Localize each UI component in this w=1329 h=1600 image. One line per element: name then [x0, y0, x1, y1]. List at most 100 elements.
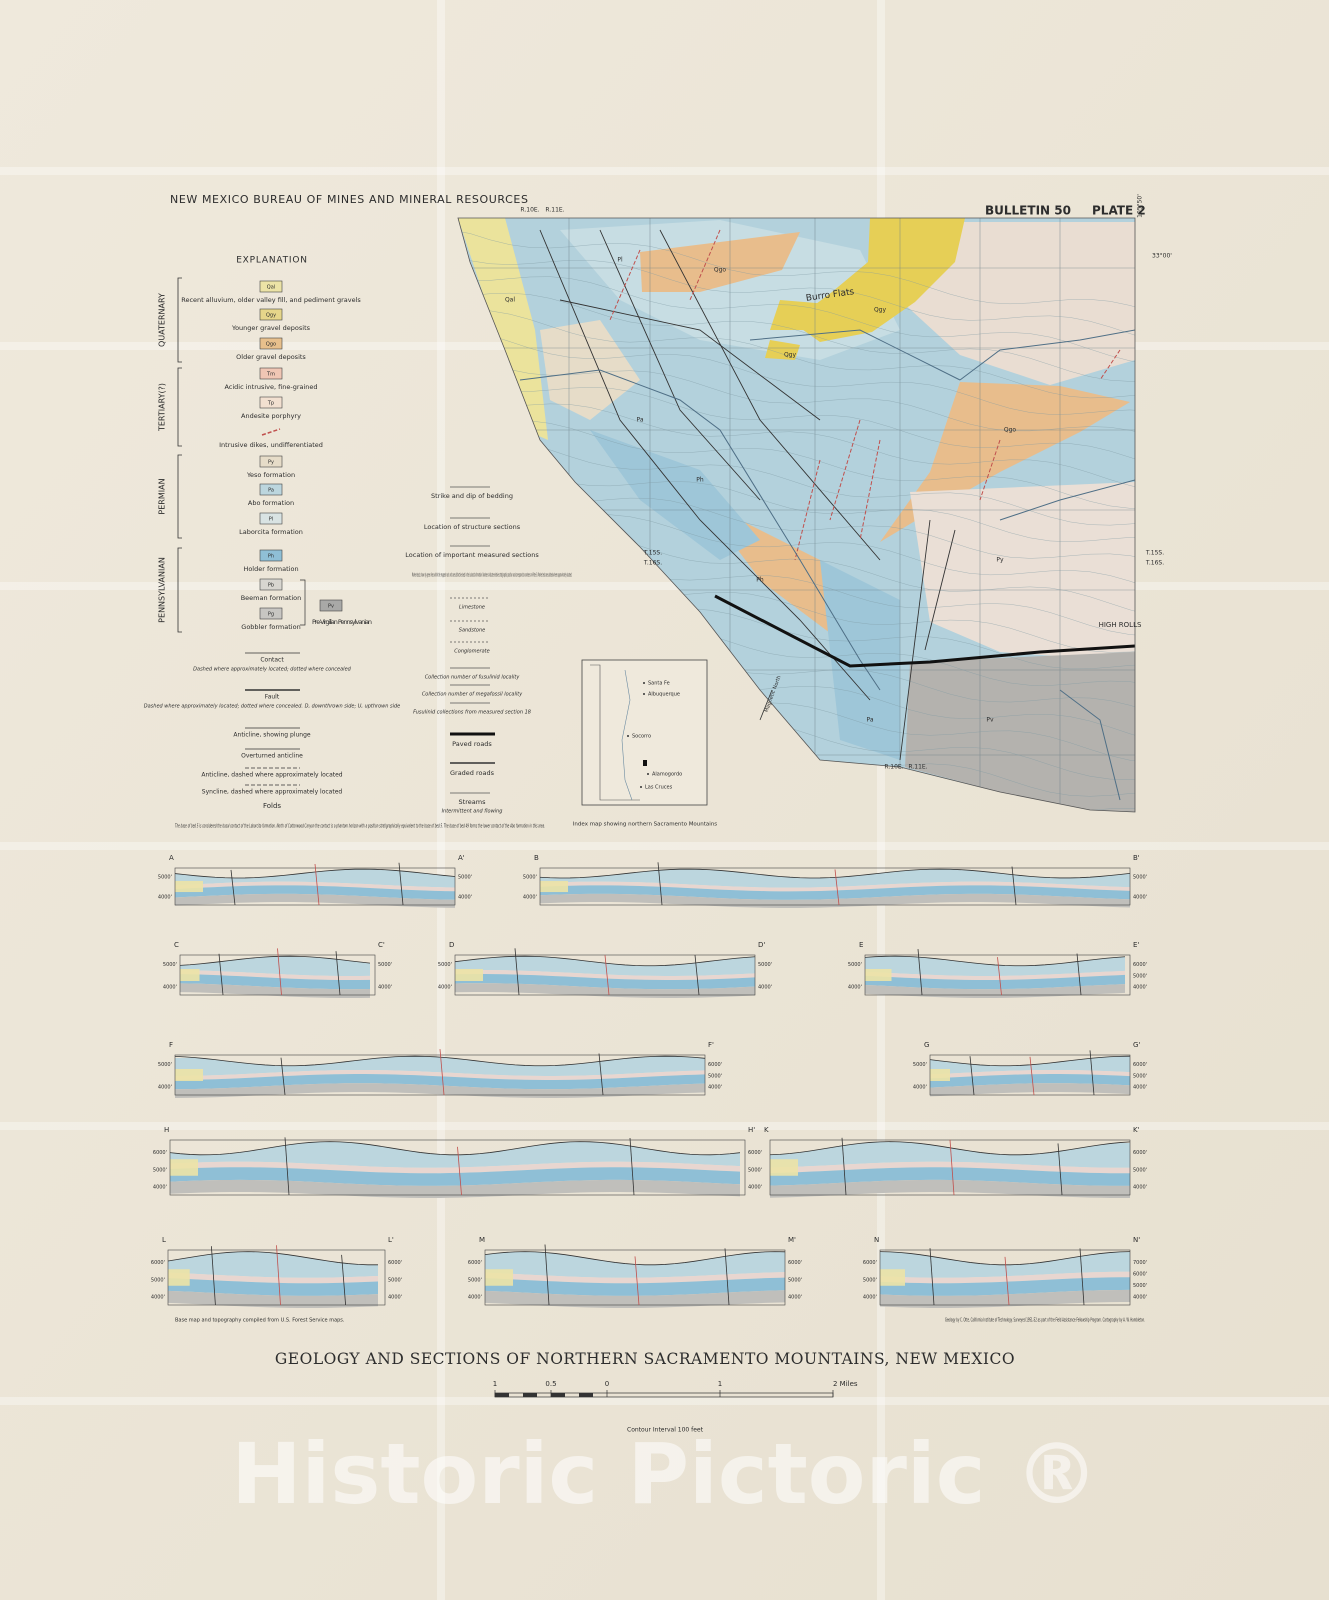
key-label: Conglomerate	[454, 649, 489, 655]
elevation-label: 6000'	[708, 1062, 722, 1068]
section-frame	[169, 1139, 746, 1196]
map-unit-label: Pa	[636, 417, 643, 424]
symbol-label: Anticline, showing plunge	[233, 732, 310, 739]
map-unit-label: Qgy	[874, 307, 887, 314]
unit-code: Pg	[268, 612, 274, 618]
abo-layer	[770, 1141, 1130, 1168]
elevation-label: 5000'	[153, 1167, 167, 1173]
holder-layer	[865, 974, 1125, 990]
holder-layer	[180, 974, 370, 990]
unit-label: Pre-Virgilian Pennsylvanian	[312, 618, 372, 626]
elevation-label: 6000'	[1133, 1272, 1147, 1278]
contour-line	[458, 397, 1135, 491]
publisher: NEW MEXICO BUREAU OF MINES AND MINERAL R…	[170, 193, 529, 206]
section-start: M	[479, 1236, 485, 1244]
elevation-label: 4000'	[758, 985, 772, 991]
elevation-label: 6000'	[1133, 1150, 1147, 1156]
elevation-label: 5000'	[913, 1062, 927, 1068]
symbol-note: Dashed where approximately located; dott…	[144, 704, 401, 710]
unit-swatch	[259, 607, 283, 620]
elevation-label: 6000'	[1133, 1062, 1147, 1068]
place-name: Socorro	[632, 734, 651, 740]
gobbler-layer	[865, 984, 1125, 998]
land-surface	[484, 1251, 786, 1266]
unit-label: Holder formation	[243, 565, 298, 573]
alluvium-wedge	[168, 1269, 190, 1286]
gobbler-layer	[540, 893, 1130, 908]
elevation-label: 5000'	[1133, 1167, 1147, 1173]
contour-line	[458, 309, 1135, 399]
scale-bar: 1 0.5 0 1 2 Miles Contour Interval 100 feet	[493, 1380, 858, 1434]
elevation-label: 4000'	[1133, 1185, 1147, 1191]
section-fault	[1089, 1050, 1095, 1096]
section-end: E'	[1133, 941, 1139, 949]
dike	[829, 419, 861, 521]
abo-layer	[930, 1056, 1130, 1075]
unit-label: Gobbler formation	[241, 623, 300, 631]
alluvium-wedge	[175, 880, 203, 893]
map-unit-label: Pa	[866, 717, 873, 724]
elevation-label: 4000'	[848, 985, 862, 991]
symbol-label: Anticline, dashed where approximately lo…	[201, 772, 342, 779]
section-fault	[1004, 1256, 1010, 1306]
section-frame	[539, 867, 1131, 906]
fold-vertical	[877, 0, 885, 1600]
section-fault	[211, 1246, 216, 1306]
land-surface	[167, 1251, 379, 1266]
laborcita-layer	[485, 1272, 785, 1284]
yeso-lower	[910, 482, 1135, 662]
elevation-label: 6000'	[748, 1150, 762, 1156]
gobbler-layer	[175, 893, 455, 908]
map-unit-label: Qgy	[784, 352, 797, 359]
scale-segment	[551, 1393, 565, 1397]
section-end: G'	[1133, 1041, 1140, 1049]
section-start: C	[174, 941, 179, 949]
section-fault	[841, 1137, 847, 1196]
contour-line	[458, 355, 1135, 436]
section-start: L	[162, 1236, 166, 1244]
elevation-label: 4000'	[158, 895, 172, 901]
section-start: A	[169, 854, 174, 862]
scale-label: 2 Miles	[833, 1380, 858, 1388]
cross-section: M M' 6000' 5000' 4000' 6000' 5000' 4000'	[468, 1236, 802, 1308]
period-brace	[177, 454, 182, 539]
fault-line	[899, 519, 931, 761]
key-label: Fusulinid collections from measured sect…	[413, 710, 531, 716]
stream	[749, 329, 961, 381]
period-brace	[177, 277, 182, 363]
section-fault	[335, 951, 341, 996]
section-end: C'	[378, 941, 385, 949]
section-fault	[276, 1245, 281, 1306]
elevation-label: 4000'	[468, 1295, 482, 1301]
map-label: 33°00'	[1152, 253, 1172, 260]
abo-layer	[170, 1141, 740, 1168]
contour-interval: Contour Interval 100 feet	[627, 1427, 704, 1434]
scale-label: 1	[493, 1380, 497, 1388]
laborcita-layer	[455, 970, 755, 980]
holder-layer	[930, 1074, 1130, 1088]
gobbler-layer	[455, 983, 755, 998]
section-fault	[917, 949, 923, 996]
cross-section: H H' 6000' 5000' 4000' 6000' 5000' 4000'	[153, 1126, 762, 1198]
laborcita-layer	[540, 881, 1130, 892]
gobbler-layer	[930, 1083, 1130, 1097]
holder-layer	[175, 1074, 705, 1090]
laborcita-layer	[865, 970, 1125, 980]
period-name: PERMIAN	[158, 478, 167, 514]
alluvium-wedge	[770, 1159, 798, 1176]
unit-code: Pv	[328, 604, 334, 610]
unit-code: Qgo	[266, 342, 276, 348]
fault-line	[599, 229, 761, 501]
symbol-label: Syncline, dashed where approximately loc…	[202, 789, 343, 796]
cross-section: C C' 5000' 4000' 5000' 4000'	[163, 941, 392, 998]
elevation-label: 4000'	[1133, 1085, 1147, 1091]
dike	[1099, 349, 1121, 381]
unit-swatch	[319, 599, 343, 612]
alluvium-wedge	[170, 1159, 198, 1176]
section-start: K	[764, 1126, 769, 1134]
period-name: TERTIARY(?)	[158, 383, 167, 432]
map-label: R.10E.	[884, 764, 903, 771]
section-fault	[657, 862, 663, 906]
section-end: L'	[388, 1236, 394, 1244]
holder-layer	[455, 974, 755, 990]
